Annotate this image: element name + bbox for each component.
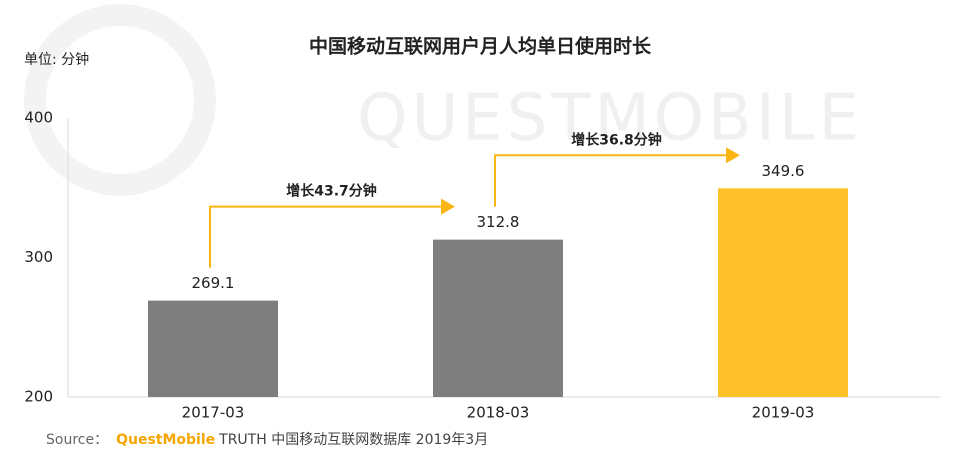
x-tick-label: 2017-03 (182, 404, 245, 422)
data-label: 349.6 (762, 162, 805, 180)
source-brand: QuestMobile (116, 432, 215, 448)
data-label: 269.1 (192, 274, 235, 292)
growth-annotation: 增长36.8分钟 (571, 131, 662, 148)
chart-title: 中国移动互联网用户月人均单日使用时长 (309, 35, 652, 58)
bar (718, 188, 848, 397)
y-tick-label: 400 (24, 109, 53, 127)
unit-label: 单位: 分钟 (24, 51, 89, 68)
y-tick-label: 300 (24, 248, 53, 266)
x-tick-label: 2019-03 (752, 404, 815, 422)
growth-annotation: 增长43.7分钟 (286, 183, 377, 200)
watermark: QUESTMOBILE (357, 82, 863, 156)
growth-arrow (494, 147, 740, 207)
y-tick-label: 200 (24, 388, 53, 406)
data-label: 312.8 (477, 213, 520, 231)
source-prefix: Source： (46, 432, 108, 448)
growth-arrow (209, 198, 455, 268)
source: Source： QuestMobile TRUTH 中国移动互联网数据库 2019年… (46, 432, 488, 448)
watermark-logo (24, 4, 216, 196)
x-tick-label: 2018-03 (467, 404, 530, 422)
bar (148, 300, 278, 397)
source-text: TRUTH 中国移动互联网数据库 2019年3月 (218, 432, 488, 448)
bar (433, 239, 563, 397)
